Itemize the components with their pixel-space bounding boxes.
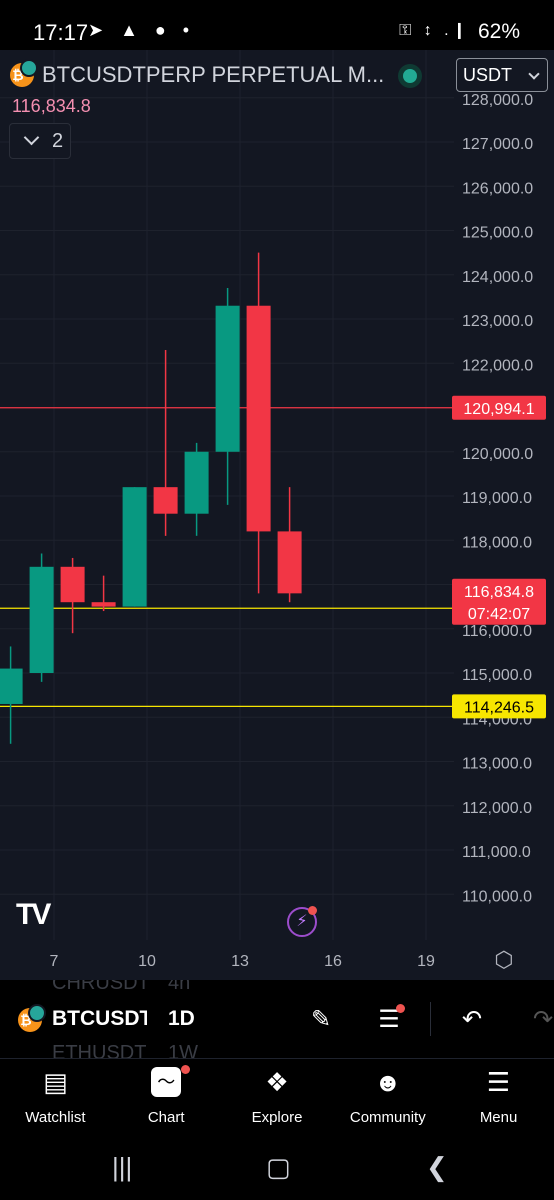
price-axis-label: 124,000.0	[462, 269, 533, 286]
bitcoin-icon: ₿	[18, 1004, 46, 1032]
price-axis-label: 125,000.0	[462, 225, 533, 242]
price-line-label: 114,246.5	[464, 699, 534, 716]
toolbar-divider	[430, 1002, 431, 1036]
drawing-tools-icon[interactable]: ✎	[310, 1006, 332, 1033]
undo-icon[interactable]: ↶	[461, 1006, 483, 1033]
price-line-label-bg	[452, 694, 546, 719]
nav-explore[interactable]: ❖ Explore	[222, 1059, 333, 1134]
symbol-header[interactable]: ₿ BTCUSDTPERP PERPETUAL M...	[10, 59, 400, 88]
price-axis-label: 113,000.0	[462, 756, 532, 773]
price-axis-label: 118,000.0	[462, 534, 532, 551]
lightning-icon[interactable]: ⚡	[287, 907, 317, 937]
price-axis-label: 111,000.0	[462, 844, 531, 861]
nav-label: Community	[349, 1109, 426, 1126]
symbol-title[interactable]: BTCUSDTPERP PERPETUAL M...	[42, 62, 385, 87]
candle-body	[153, 487, 178, 514]
currency-select[interactable]: USDT	[456, 58, 548, 92]
notification-icons: ➤ ▲ ● •	[88, 20, 196, 40]
candle-body	[184, 451, 209, 514]
price-axis-label: 126,000.0	[462, 180, 533, 197]
current-price: 116,834.8	[12, 96, 91, 116]
bottom-navigation: ▤ Watchlist 〜 Chart ❖ Explore ☻ Communit…	[0, 1058, 554, 1134]
nav-menu[interactable]: ☰ Menu	[443, 1059, 554, 1134]
bar-countdown-label: 07:42:07	[468, 606, 530, 623]
currency-value: USDT	[463, 65, 512, 85]
date-axis-label: 16	[324, 953, 342, 970]
nav-label: Chart	[147, 1109, 185, 1126]
price-axis-label: 127,000.0	[462, 136, 533, 153]
price-axis-label: 128,000.0	[462, 92, 533, 109]
notification-dot	[308, 906, 317, 915]
indicators-toggle-button[interactable]: 2	[9, 123, 71, 159]
date-axis-label: 10	[138, 953, 156, 970]
chevron-down-icon	[23, 129, 40, 146]
market-open-icon	[398, 64, 422, 88]
bitcoin-icon: ₿	[10, 59, 38, 87]
recent-apps-icon[interactable]: |||	[112, 1152, 133, 1182]
candle-body	[122, 487, 147, 607]
menu-icon: ☰	[486, 1067, 511, 1097]
back-icon[interactable]: ❮	[426, 1152, 448, 1182]
price-line-label: 120,994.1	[463, 401, 534, 418]
ghost-interval-above: 4h	[168, 980, 191, 994]
ghost-symbol-below: ETHUSDT	[52, 1042, 147, 1058]
watchlist-icon: ▤	[43, 1067, 68, 1097]
candle-body	[215, 305, 240, 452]
nav-label: Menu	[479, 1109, 518, 1126]
community-icon: ☻	[374, 1067, 402, 1097]
price-line-label-bg	[452, 395, 546, 420]
symbol-toolbar: CHRUSDT 4h ETHUSDT 1W ₿ BTCUSDT 1D ✎ ☰ ↶…	[0, 980, 554, 1058]
price-axis-label: 116,000.0	[462, 623, 532, 640]
price-axis-label: 123,000.0	[462, 313, 533, 330]
indicators-settings-icon[interactable]: ☰	[378, 1006, 400, 1033]
notification-dot	[180, 1065, 190, 1074]
nav-watchlist[interactable]: ▤ Watchlist	[0, 1059, 111, 1134]
notification-dot	[396, 1004, 405, 1013]
chart-settings-icon[interactable]: ⬡	[494, 947, 514, 972]
ghost-interval-below: 1W	[168, 1042, 198, 1058]
date-axis-label: 7	[50, 953, 59, 970]
redo-icon[interactable]: ↷	[532, 1006, 554, 1033]
status-time: 17:17	[33, 20, 89, 45]
battery-level: 62%	[477, 20, 520, 43]
chart-icon: 〜	[151, 1067, 182, 1097]
ghost-symbol-above: CHRUSDT	[52, 980, 150, 994]
candle-body	[91, 602, 116, 607]
price-axis-label: 112,000.0	[462, 800, 532, 817]
tradingview-logo-icon: TV	[16, 898, 51, 931]
signal-icons: ⚿ ↕ .❙	[399, 22, 470, 39]
indicator-count: 2	[52, 130, 64, 152]
candle-body	[277, 531, 302, 594]
price-axis-label: 120,000.0	[462, 446, 533, 463]
chart-area[interactable]: 128,000.0 127,000.0 126,000.0 125,000.0 124,…	[0, 50, 554, 980]
date-axis-label: 13	[231, 953, 249, 970]
price-axis-label: 122,000.0	[462, 357, 533, 374]
nav-label: Explore	[251, 1109, 303, 1126]
system-navigation-bar: ||| ▢ ❮	[0, 1134, 554, 1200]
price-axis-label: 119,000.0	[462, 490, 532, 507]
candle-body	[29, 566, 54, 673]
date-axis-label: 19	[417, 953, 435, 970]
price-axis-label: 110,000.0	[462, 888, 532, 905]
price-axis-label: 115,000.0	[462, 667, 532, 684]
chevron-down-icon	[528, 68, 540, 80]
nav-label: Watchlist	[25, 1109, 86, 1126]
nav-chart[interactable]: 〜 Chart	[111, 1059, 222, 1134]
candle-body	[60, 566, 85, 603]
candle-body	[246, 305, 271, 532]
nav-community[interactable]: ☻ Community	[332, 1059, 443, 1134]
symbol-selector[interactable]: BTCUSDT	[52, 1007, 147, 1030]
interval-selector[interactable]: 1D	[168, 1007, 195, 1030]
home-icon[interactable]: ▢	[266, 1152, 291, 1182]
last-price-label: 116,834.8	[464, 584, 534, 601]
candle-body	[0, 668, 23, 704]
last-price-label-bg	[452, 578, 546, 625]
compass-icon: ❖	[265, 1067, 289, 1097]
candlestick-chart[interactable]: 128,000.0 127,000.0 126,000.0 125,000.0 124,…	[0, 50, 554, 980]
